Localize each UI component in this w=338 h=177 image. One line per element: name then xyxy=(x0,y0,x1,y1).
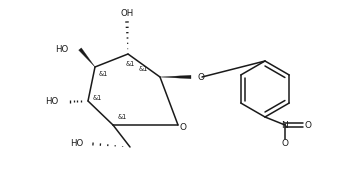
Text: O: O xyxy=(282,139,289,149)
Text: HO: HO xyxy=(45,96,58,105)
Text: &1: &1 xyxy=(99,71,108,77)
Polygon shape xyxy=(79,48,95,67)
Polygon shape xyxy=(160,75,191,79)
Text: O: O xyxy=(197,73,204,81)
Text: OH: OH xyxy=(120,10,134,19)
Text: &1: &1 xyxy=(118,114,127,120)
Text: &1: &1 xyxy=(93,95,102,101)
Text: &1: &1 xyxy=(139,66,148,72)
Text: O: O xyxy=(305,121,312,130)
Text: &1: &1 xyxy=(126,61,135,67)
Text: N: N xyxy=(282,121,288,130)
Text: O: O xyxy=(179,124,187,133)
Text: HO: HO xyxy=(70,139,83,149)
Text: HO: HO xyxy=(55,44,68,53)
